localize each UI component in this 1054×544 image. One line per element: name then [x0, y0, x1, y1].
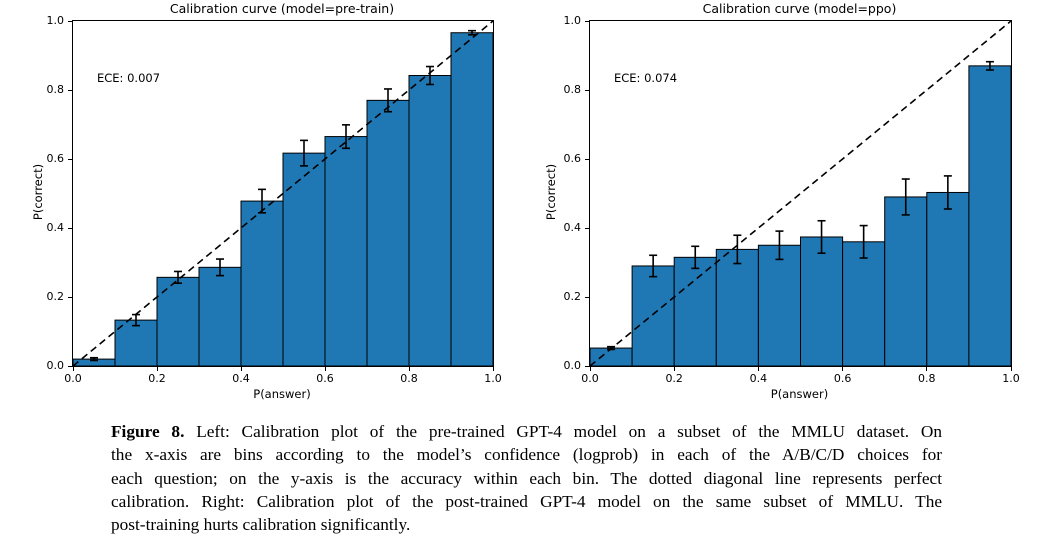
x-tick-mark — [72, 367, 74, 371]
perfect-calibration-line — [590, 21, 1011, 366]
x-tick-mark — [842, 367, 844, 371]
y-tick-label: 0.8 — [46, 82, 65, 96]
x-tick-mark — [926, 367, 928, 371]
ece-annotation: ECE: 0.007 — [97, 71, 161, 85]
calibration-bar — [366, 99, 410, 366]
bars-errorbars-diagonal — [73, 21, 493, 366]
calibration-bar — [240, 200, 284, 366]
bars-errorbars-diagonal — [590, 21, 1011, 366]
y-tick-mark — [585, 89, 589, 91]
calibration-bar — [673, 256, 717, 366]
calibration-bar — [156, 276, 200, 366]
calibration-bar — [450, 32, 493, 366]
caption-line: the x-axis are bins according to the mod… — [111, 445, 942, 465]
y-tick-label: 0.2 — [46, 289, 65, 303]
calibration-bar — [282, 152, 326, 366]
y-tick-mark — [68, 227, 72, 229]
x-tick-mark — [589, 367, 591, 371]
calibration-bar — [842, 241, 886, 366]
y-tick-label: 0.4 — [46, 220, 65, 234]
plot-area-pretrain: ECE: 0.007 — [72, 20, 494, 367]
x-tick-label: 0.6 — [316, 372, 334, 385]
x-tick-label: 0.8 — [400, 372, 418, 385]
calibration-bar — [800, 236, 844, 366]
calibration-bar — [884, 196, 928, 366]
y-tick-label: 0.0 — [563, 358, 582, 372]
x-tick-label: 0.0 — [581, 372, 599, 385]
caption-text: Left: Calibration plot of the pre-traine… — [196, 422, 943, 441]
chart-pretrain: Calibration curve (model=pre-train) P(co… — [0, 0, 527, 412]
x-tick-label: 0.2 — [148, 372, 166, 385]
y-tick-label: 0.2 — [563, 289, 582, 303]
y-tick-mark — [585, 158, 589, 160]
y-tick-label: 0.6 — [563, 151, 582, 165]
x-tick-mark — [673, 367, 675, 371]
x-axis-label: P(answer) — [253, 387, 311, 401]
calibration-bar — [198, 266, 242, 366]
caption-line: post-training hurts calibration signific… — [111, 515, 411, 535]
chart-title-pretrain: Calibration curve (model=pre-train) — [169, 1, 395, 16]
x-tick-mark — [492, 367, 494, 371]
perfect-calibration-line — [73, 21, 493, 366]
x-tick-mark — [408, 367, 410, 371]
x-tick-label: 0.8 — [918, 372, 936, 385]
calibration-bar — [631, 265, 675, 366]
y-tick-label: 0.6 — [46, 151, 65, 165]
x-tick-label: 0.6 — [833, 372, 852, 385]
x-tick-mark — [757, 367, 759, 371]
y-tick-mark — [585, 20, 589, 22]
chart-title-ppo: Calibration curve (model=ppo) — [702, 1, 897, 16]
x-tick-label: 1.0 — [1002, 372, 1020, 385]
y-axis-label: P(correct) — [544, 163, 558, 221]
y-tick-mark — [68, 365, 72, 367]
ece-annotation: ECE: 0.074 — [614, 71, 678, 85]
y-tick-label: 0.8 — [563, 82, 582, 96]
caption-line: each question; on the y-axis is the accu… — [111, 468, 942, 488]
y-tick-mark — [585, 227, 589, 229]
calibration-bar — [926, 191, 970, 366]
y-tick-mark — [585, 365, 589, 367]
figure-label: Figure 8. — [111, 422, 185, 441]
x-tick-mark — [324, 367, 326, 371]
y-tick-label: 1.0 — [563, 13, 582, 27]
x-tick-mark — [1010, 367, 1012, 371]
x-axis-label: P(answer) — [770, 387, 829, 401]
y-tick-mark — [585, 296, 589, 298]
calibration-bar — [715, 248, 759, 366]
y-tick-label: 0.4 — [563, 220, 582, 234]
x-tick-mark — [240, 367, 242, 371]
y-tick-mark — [68, 89, 72, 91]
calibration-bar — [324, 136, 368, 366]
x-tick-mark — [156, 367, 158, 371]
caption-line: calibration. Right: Calibration plot of … — [111, 491, 942, 511]
x-tick-label: 0.4 — [749, 372, 768, 385]
y-tick-mark — [68, 296, 72, 298]
y-tick-label: 0.0 — [46, 358, 65, 372]
x-tick-label: 0.2 — [665, 372, 683, 385]
y-axis-label: P(correct) — [31, 163, 45, 221]
y-tick-label: 1.0 — [46, 13, 65, 27]
y-tick-mark — [68, 158, 72, 160]
x-tick-label: 0.4 — [232, 372, 250, 385]
x-tick-label: 1.0 — [484, 372, 502, 385]
x-tick-label: 0.0 — [64, 372, 82, 385]
chart-ppo: Calibration curve (model=ppo) P(correct)… — [527, 0, 1054, 412]
y-tick-mark — [68, 20, 72, 22]
calibration-bar — [968, 65, 1011, 366]
caption-line: Figure 8. Left: Calibration plot of the … — [111, 420, 942, 443]
calibration-bar — [590, 347, 633, 366]
calibration-bar — [408, 75, 452, 366]
figure-caption: Figure 8. Left: Calibration plot of the … — [111, 420, 942, 536]
calibration-bar — [757, 244, 801, 366]
plot-area-ppo: ECE: 0.074 — [589, 20, 1012, 367]
